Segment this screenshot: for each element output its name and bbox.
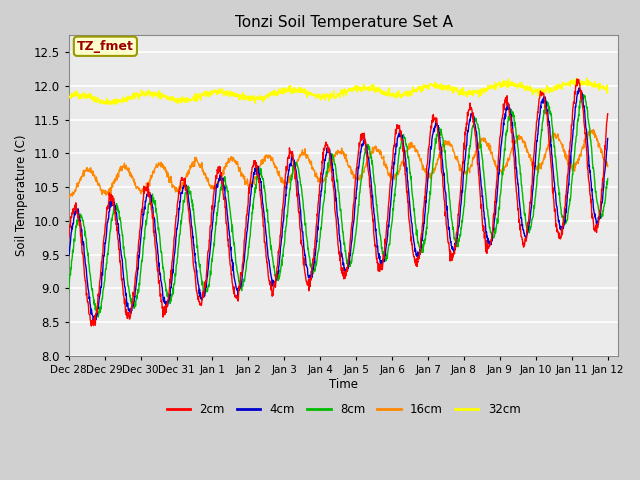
Legend: 2cm, 4cm, 8cm, 16cm, 32cm: 2cm, 4cm, 8cm, 16cm, 32cm — [162, 398, 525, 420]
Text: TZ_fmet: TZ_fmet — [77, 40, 134, 53]
Y-axis label: Soil Temperature (C): Soil Temperature (C) — [15, 135, 28, 256]
Title: Tonzi Soil Temperature Set A: Tonzi Soil Temperature Set A — [235, 15, 452, 30]
X-axis label: Time: Time — [329, 378, 358, 391]
